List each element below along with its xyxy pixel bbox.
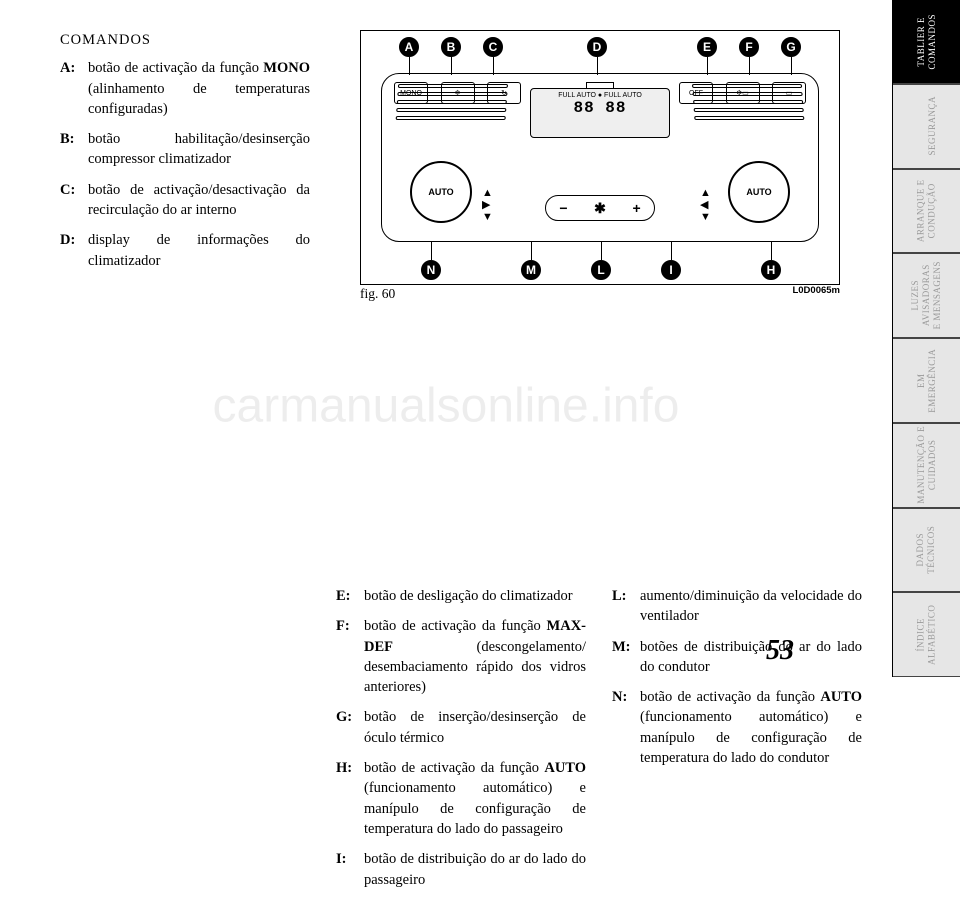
side-tab-label: LUZESAVISADORASE MENSAGENS [910,261,942,329]
definition-item: A:botão de activação da função MONO (ali… [60,58,310,119]
callout-G: G [781,37,801,57]
content-area: COMANDOS A:botão de activação da função … [0,0,892,677]
side-tab: SEGURANÇA [893,84,960,169]
definition-item: E:botão de desligação do climatizador [336,586,586,606]
definition-item: F:botão de activação da função MAX-DEF (… [336,616,586,697]
definition-key: D: [60,230,88,271]
definition-item: I:botão de distribuição do ar do lado do… [336,849,586,890]
side-tab-label: SEGURANÇA [916,96,938,156]
col-mid: E:botão de desligação do climatizadorF:b… [336,586,586,900]
watermark: carmanualsonline.info [0,379,892,434]
side-tab-label: DADOSTÉCNICOS [916,526,938,574]
definition-key: N: [612,687,640,768]
definition-value: botão de activação da função AUTO (funci… [364,758,586,839]
callout-L: L [591,260,611,280]
callout-E: E [697,37,717,57]
air-dist-right: ▲◀▼ [700,187,718,223]
side-tab-label: ÍNDICEALFABÉTICO [916,604,938,664]
callout-F: F [739,37,759,57]
air-dist-left: ▲▶▼ [482,187,500,223]
auto-dial-left: AUTO [410,161,472,223]
col-left: COMANDOS A:botão de activação da função … [60,30,310,281]
vent-right [692,84,806,144]
section-heading: COMANDOS [60,30,310,50]
definition-item: B:botão habilitação/desinserção compress… [60,129,310,170]
definition-key: A: [60,58,88,119]
lower-columns: E:botão de desligação do climatizadorF:b… [60,586,862,900]
definition-key: B: [60,129,88,170]
side-tab: LUZESAVISADORASE MENSAGENS [893,253,960,338]
side-tab-label: EMEMERGÊNCIA [916,348,938,412]
definition-item: L:aumento/diminuição da velocidade do ve… [612,586,862,627]
figure-code: L0D0065m [792,285,840,296]
callout-A: A [399,37,419,57]
side-tab-label: TABLIER ECOMANDOS [916,14,938,70]
definition-item: N:botão de activação da função AUTO (fun… [612,687,862,768]
side-tabs: TABLIER ECOMANDOS SEGURANÇA ARRANQUE ECOND… [892,0,960,677]
fan-control: −✱+ [545,195,655,221]
definition-value: botão de activação da função MAX-DEF (de… [364,616,586,697]
vent-left [394,84,508,144]
definition-value: aumento/diminuição da velocidade do vent… [640,586,862,627]
side-tab: ARRANQUE ECONDUÇÃO [893,169,960,254]
definition-key: I: [336,849,364,890]
col-right: L:aumento/diminuição da velocidade do ve… [612,586,862,900]
definition-item: C:botão de activação/desactivação da rec… [60,180,310,221]
definition-item: H:botão de activação da função AUTO (fun… [336,758,586,839]
definition-key: E: [336,586,364,606]
definition-key: F: [336,616,364,697]
definition-value: botão de activação da função AUTO (funci… [640,687,862,768]
climate-panel: MONO ❄ ↻ △ OFF ❄▭ ▭ [381,73,819,242]
definition-value: botões de distribuição do ar do lado do … [640,637,862,678]
definition-item: M:botões de distribuição do ar do lado d… [612,637,862,678]
callout-B: B [441,37,461,57]
side-tab-label: MANUTENÇÃO ECUIDADOS [916,426,938,504]
callout-M: M [521,260,541,280]
figure-caption-row: fig. 60 L0D0065m [360,285,840,303]
callout-C: C [483,37,503,57]
definition-item: G:botão de inserção/desinserção de óculo… [336,707,586,748]
definition-key: G: [336,707,364,748]
callout-N: N [421,260,441,280]
definition-key: L: [612,586,640,627]
climate-control-diagram: MONO ❄ ↻ △ OFF ❄▭ ▭ [360,30,840,285]
definition-value: display de informações do climatizador [88,230,310,271]
definition-value: botão habilitação/desinserção compressor… [88,129,310,170]
definition-key: C: [60,180,88,221]
side-tab: DADOSTÉCNICOS [893,508,960,593]
side-tab-label: ARRANQUE ECONDUÇÃO [916,180,938,243]
definition-value: botão de desligação do climatizador [364,586,586,606]
definition-value: botão de activação da função MONO (alinh… [88,58,310,119]
auto-dial-right: AUTO [728,161,790,223]
callout-H: H [761,260,781,280]
page-number: 53 [766,635,794,667]
side-tab: EMEMERGÊNCIA [893,338,960,423]
side-tab: MANUTENÇÃO ECUIDADOS [893,423,960,508]
side-tab: TABLIER ECOMANDOS [893,0,960,84]
definition-value: botão de inserção/desinserção de óculo t… [364,707,586,748]
definition-value: botão de distribuição do ar do lado do p… [364,849,586,890]
callout-I: I [661,260,681,280]
climate-display: FULL AUTO ● FULL AUTO 88 88 [530,88,670,138]
page: COMANDOS A:botão de activação da função … [0,0,960,677]
figure-60: MONO ❄ ↻ △ OFF ❄▭ ▭ [360,30,840,303]
definition-item: D:display de informações do climatizador [60,230,310,271]
definition-value: botão de activação/desactivação da recir… [88,180,310,221]
definition-key: M: [612,637,640,678]
definition-key: H: [336,758,364,839]
side-tab: ÍNDICEALFABÉTICO [893,592,960,677]
figure-label: fig. 60 [360,286,395,301]
callout-D: D [587,37,607,57]
